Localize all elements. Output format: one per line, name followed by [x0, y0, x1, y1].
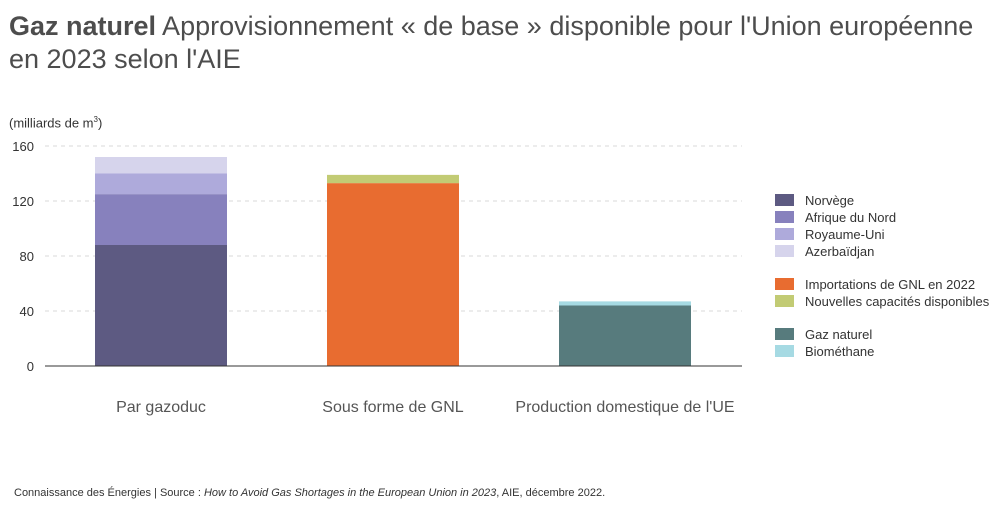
- footer-prefix: Connaissance des Énergies | Source :: [14, 487, 204, 499]
- bars: [95, 157, 691, 366]
- source-footer: Connaissance des Énergies | Source : How…: [14, 487, 605, 499]
- legend-swatch: [775, 345, 794, 357]
- x-category-label: Par gazoduc: [116, 399, 206, 416]
- legend-label: Gaz naturel: [805, 327, 872, 342]
- bar-segment-2: [95, 194, 227, 245]
- legend-label: Azerbaïdjan: [805, 244, 874, 259]
- bar-segment-3: [95, 173, 227, 195]
- y-tick-label: 0: [27, 359, 34, 374]
- x-axis-categories: Par gazoduc Sous forme de GNL Production d…: [116, 399, 735, 416]
- title-rest: Approvisionnement « de base » disponible…: [9, 11, 974, 74]
- y-axis-unit-label: (milliards de m3): [9, 115, 102, 130]
- legend-label: Biométhane: [805, 344, 874, 359]
- x-category-label: Sous forme de GNL: [322, 399, 464, 416]
- bar-segment-1: [95, 245, 227, 366]
- legend-swatch: [775, 211, 794, 223]
- chart-title: Gaz naturel Approvisionnement « de base …: [9, 10, 994, 76]
- bar-segment-7: [559, 305, 691, 366]
- footer-source-title: How to Avoid Gas Shortages in the Europe…: [203, 487, 497, 499]
- legend-label: Afrique du Nord: [805, 210, 896, 225]
- legend-swatch: [775, 278, 794, 290]
- y-tick-label: 120: [12, 194, 34, 209]
- legend-label: Importations de GNL en 2022: [805, 277, 975, 292]
- y-tick-label: 40: [20, 304, 34, 319]
- bar-segment-6: [327, 174, 459, 184]
- legend-swatch: [775, 228, 794, 240]
- title-bold: Gaz naturel: [9, 11, 157, 41]
- legend-swatch: [775, 295, 794, 307]
- y-axis-ticks: 0 40 80 120 160: [12, 139, 34, 374]
- x-category-label: Production domestique de l'UE: [515, 399, 734, 416]
- unit-text: (milliards de m: [9, 115, 94, 131]
- legend-swatch: [775, 194, 794, 206]
- legend-label: Nouvelles capacités disponibles: [805, 294, 990, 309]
- legend: Norvège Afrique du Nord Royaume-Uni Azerbaï…: [775, 193, 990, 359]
- bar-segment-4: [95, 157, 227, 174]
- footer-suffix: , AIE, décembre 2022.: [496, 487, 606, 499]
- legend-label: Royaume-Uni: [805, 227, 885, 242]
- legend-swatch: [775, 328, 794, 340]
- y-tick-label: 160: [12, 139, 34, 154]
- unit-superscript: 3: [93, 115, 98, 124]
- legend-swatch: [775, 245, 794, 257]
- bar-segment-5: [327, 183, 459, 366]
- y-tick-label: 80: [20, 249, 34, 264]
- bar-segment-8: [559, 301, 691, 306]
- legend-label: Norvège: [805, 193, 854, 208]
- unit-close: ): [97, 115, 103, 131]
